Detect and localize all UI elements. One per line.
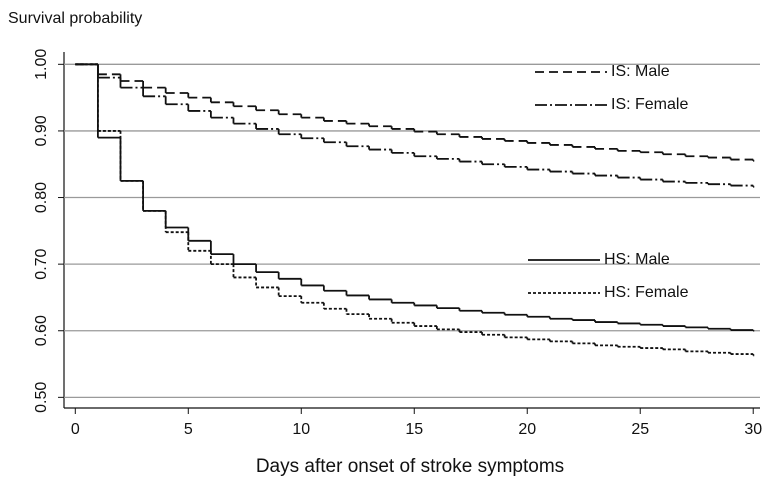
x-axis-title: Days after onset of stroke symptoms: [256, 456, 564, 477]
legend-label: HS: Male: [604, 251, 670, 268]
x-tick-label: 15: [405, 421, 423, 438]
x-tick-label: 5: [184, 421, 193, 438]
x-tick-label: 10: [292, 421, 310, 438]
legend-label: IS: Female: [611, 96, 688, 113]
x-tick-label: 30: [744, 421, 762, 438]
y-tick-label: 0.80: [33, 182, 50, 213]
y-tick-label: 0.90: [33, 115, 50, 146]
y-tick-label: 0.70: [33, 248, 50, 279]
legend-label: IS: Male: [611, 63, 670, 80]
y-tick-label: 1.00: [33, 49, 50, 80]
y-tick-label: 0.60: [33, 315, 50, 346]
legend-label: HS: Female: [604, 284, 689, 301]
x-tick-label: 0: [71, 421, 80, 438]
y-tick-label: 0.50: [33, 382, 50, 413]
y-axis-title: Survival probability: [8, 10, 142, 27]
x-tick-label: 25: [631, 421, 649, 438]
x-tick-label: 20: [518, 421, 536, 438]
